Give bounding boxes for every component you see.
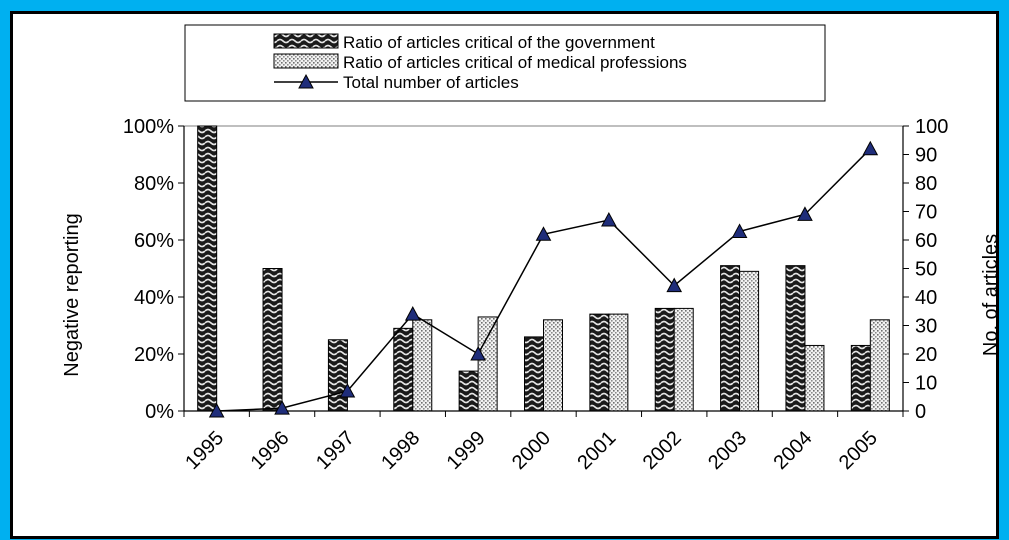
point-total-1998 [406,307,420,320]
y-left-tick-label: 60% [134,230,174,252]
point-total-2005 [863,142,877,155]
y-axis-left-title: Negative reporting [61,213,83,376]
bar-medical-2001 [609,314,628,411]
y-right-tick-label: 20 [915,344,937,366]
y-right-tick-label: 40 [915,287,937,309]
bar-government-2003 [721,266,740,411]
y-left-tick-label: 20% [134,344,174,366]
bar-government-1996 [263,269,282,412]
y-left-tick-label: 0% [145,401,174,423]
bar-medical-2002 [674,308,693,411]
chart: Ratio of articles critical of the govern… [13,14,996,536]
chart-frame: Ratio of articles critical of the govern… [10,11,999,539]
legend-label-total: Total number of articles [343,73,519,92]
y-right-tick-label: 0 [915,401,926,423]
y-axis-right-title: No. of articles [980,234,996,356]
y-right-tick-label: 30 [915,316,937,338]
y-right-tick-label: 100 [915,116,948,138]
x-tick-label: 1997 [312,427,359,474]
bar-medical-2004 [805,345,824,411]
y-right-tick-label: 10 [915,373,937,395]
y-right-tick-label: 90 [915,145,937,167]
x-tick-label: 1996 [247,427,294,474]
x-tick-label: 2005 [835,427,882,474]
bar-medical-2000 [544,320,563,411]
legend-label-government: Ratio of articles critical of the govern… [343,33,655,52]
y-left-tick-label: 40% [134,287,174,309]
x-tick-label: 1995 [181,427,228,474]
x-tick-label: 2002 [639,427,686,474]
x-tick-label: 2001 [573,427,620,474]
bar-medical-1999 [478,317,497,411]
y-right-tick-label: 50 [915,259,937,281]
x-tick-label: 2003 [704,427,751,474]
legend-label-medical: Ratio of articles critical of medical pr… [343,53,687,72]
bar-medical-2005 [870,320,889,411]
x-tick-label: 2000 [508,427,555,474]
bar-medical-2003 [740,271,759,411]
plot-area: 0% 20% 40% 60% 80% 100% 0 10 20 30 40 50 60 70 80 90 100… [123,116,949,474]
x-tick-label: 1998 [377,427,424,474]
bar-government-1999 [459,371,478,411]
point-total-2003 [733,224,747,237]
y-right-tick-label: 70 [915,202,937,224]
bar-government-2000 [525,337,544,411]
legend: Ratio of articles critical of the govern… [185,25,825,101]
bar-government-1997 [328,340,347,411]
y-left-tick-label: 100% [123,116,174,138]
bar-government-2004 [786,266,805,411]
x-tick-label: 1999 [443,427,490,474]
y-left-tick-label: 80% [134,173,174,195]
bar-medical-1998 [413,320,432,411]
y-right-tick-label: 80 [915,173,937,195]
bar-government-2002 [655,308,674,411]
bar-government-1998 [394,328,413,411]
legend-swatch-medical [274,54,338,68]
point-total-2001 [602,213,616,226]
y-right-tick-label: 60 [915,230,937,252]
legend-swatch-government [274,34,338,48]
bar-government-2005 [851,345,870,411]
bar-government-1995 [198,126,217,411]
bar-government-2001 [590,314,609,411]
x-tick-label: 2004 [769,427,816,474]
